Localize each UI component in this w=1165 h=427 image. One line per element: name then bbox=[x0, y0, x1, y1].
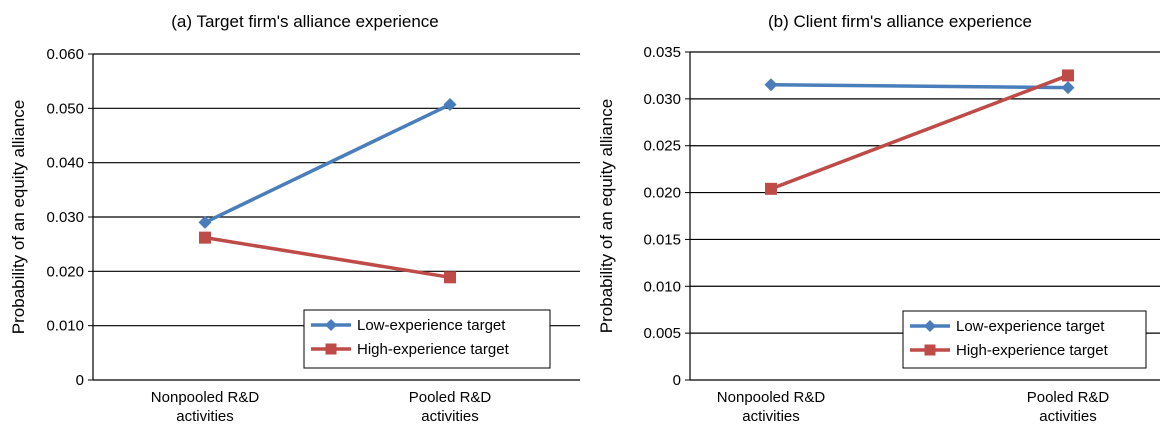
legend-box bbox=[902, 310, 1147, 369]
y-tick-label: 0.010 bbox=[46, 318, 84, 335]
legend-label: Low-experience target bbox=[357, 317, 506, 334]
y-tick-label: 0.040 bbox=[46, 155, 84, 172]
data-point bbox=[765, 182, 777, 195]
y-tick-label: 0.020 bbox=[46, 263, 84, 280]
y-tick-label: 0.005 bbox=[643, 325, 681, 342]
chart-panel-1: (b) Client firm's alliance experience Pro… bbox=[597, 12, 1160, 425]
y-axis-label: Probability of an equity alliance bbox=[9, 100, 28, 334]
data-point bbox=[1062, 69, 1074, 82]
legend-label: Low-experience target bbox=[956, 318, 1105, 335]
y-tick-label: 0.010 bbox=[643, 278, 681, 295]
y-tick-label: 0.035 bbox=[643, 44, 681, 61]
series-line-1 bbox=[204, 235, 451, 280]
legend-marker bbox=[325, 343, 337, 355]
legend-box bbox=[303, 309, 551, 369]
x-category-label: Nonpooled R&D bbox=[151, 389, 260, 406]
data-point bbox=[764, 78, 778, 92]
x-category-label: activities bbox=[421, 408, 479, 425]
y-tick-label: 0.030 bbox=[643, 91, 681, 108]
series-line-0 bbox=[204, 102, 451, 225]
y-tick-label: 0.020 bbox=[643, 185, 681, 202]
x-category-label: Nonpooled R&D bbox=[717, 389, 826, 406]
x-category-label: activities bbox=[176, 408, 234, 425]
legend-label: High-experience target bbox=[956, 342, 1109, 359]
x-category-label: Pooled R&D bbox=[1027, 389, 1110, 406]
chart-title: (b) Client firm's alliance experience bbox=[768, 12, 1032, 31]
y-tick-label: 0 bbox=[76, 372, 84, 389]
data-point bbox=[199, 231, 211, 244]
legend-marker bbox=[325, 319, 337, 331]
y-tick-label: 0.030 bbox=[46, 209, 84, 226]
legend-marker bbox=[924, 344, 936, 356]
y-tick-label: 0 bbox=[673, 372, 681, 389]
y-tick-label: 0.015 bbox=[643, 231, 681, 248]
x-category-label: Pooled R&D bbox=[409, 389, 492, 406]
y-tick-label: 0.050 bbox=[46, 100, 84, 117]
legend-marker bbox=[924, 320, 936, 332]
data-point bbox=[443, 98, 457, 112]
series-line-1 bbox=[770, 73, 1069, 191]
chart-title: (a) Target firm's alliance experience bbox=[171, 12, 439, 31]
data-point bbox=[1061, 81, 1075, 95]
legend-label: High-experience target bbox=[357, 341, 510, 358]
y-tick-label: 0.025 bbox=[643, 138, 681, 155]
series-line-0 bbox=[770, 83, 1069, 90]
x-category-label: activities bbox=[742, 408, 800, 425]
y-axis-label: Probability of an equity alliance bbox=[597, 99, 616, 333]
data-point bbox=[198, 215, 212, 229]
x-category-label: activities bbox=[1039, 408, 1097, 425]
chart-panel-0: (a) Target firm's alliance experience Pro… bbox=[9, 12, 580, 425]
y-tick-label: 0.060 bbox=[46, 46, 84, 63]
data-point bbox=[444, 271, 456, 284]
